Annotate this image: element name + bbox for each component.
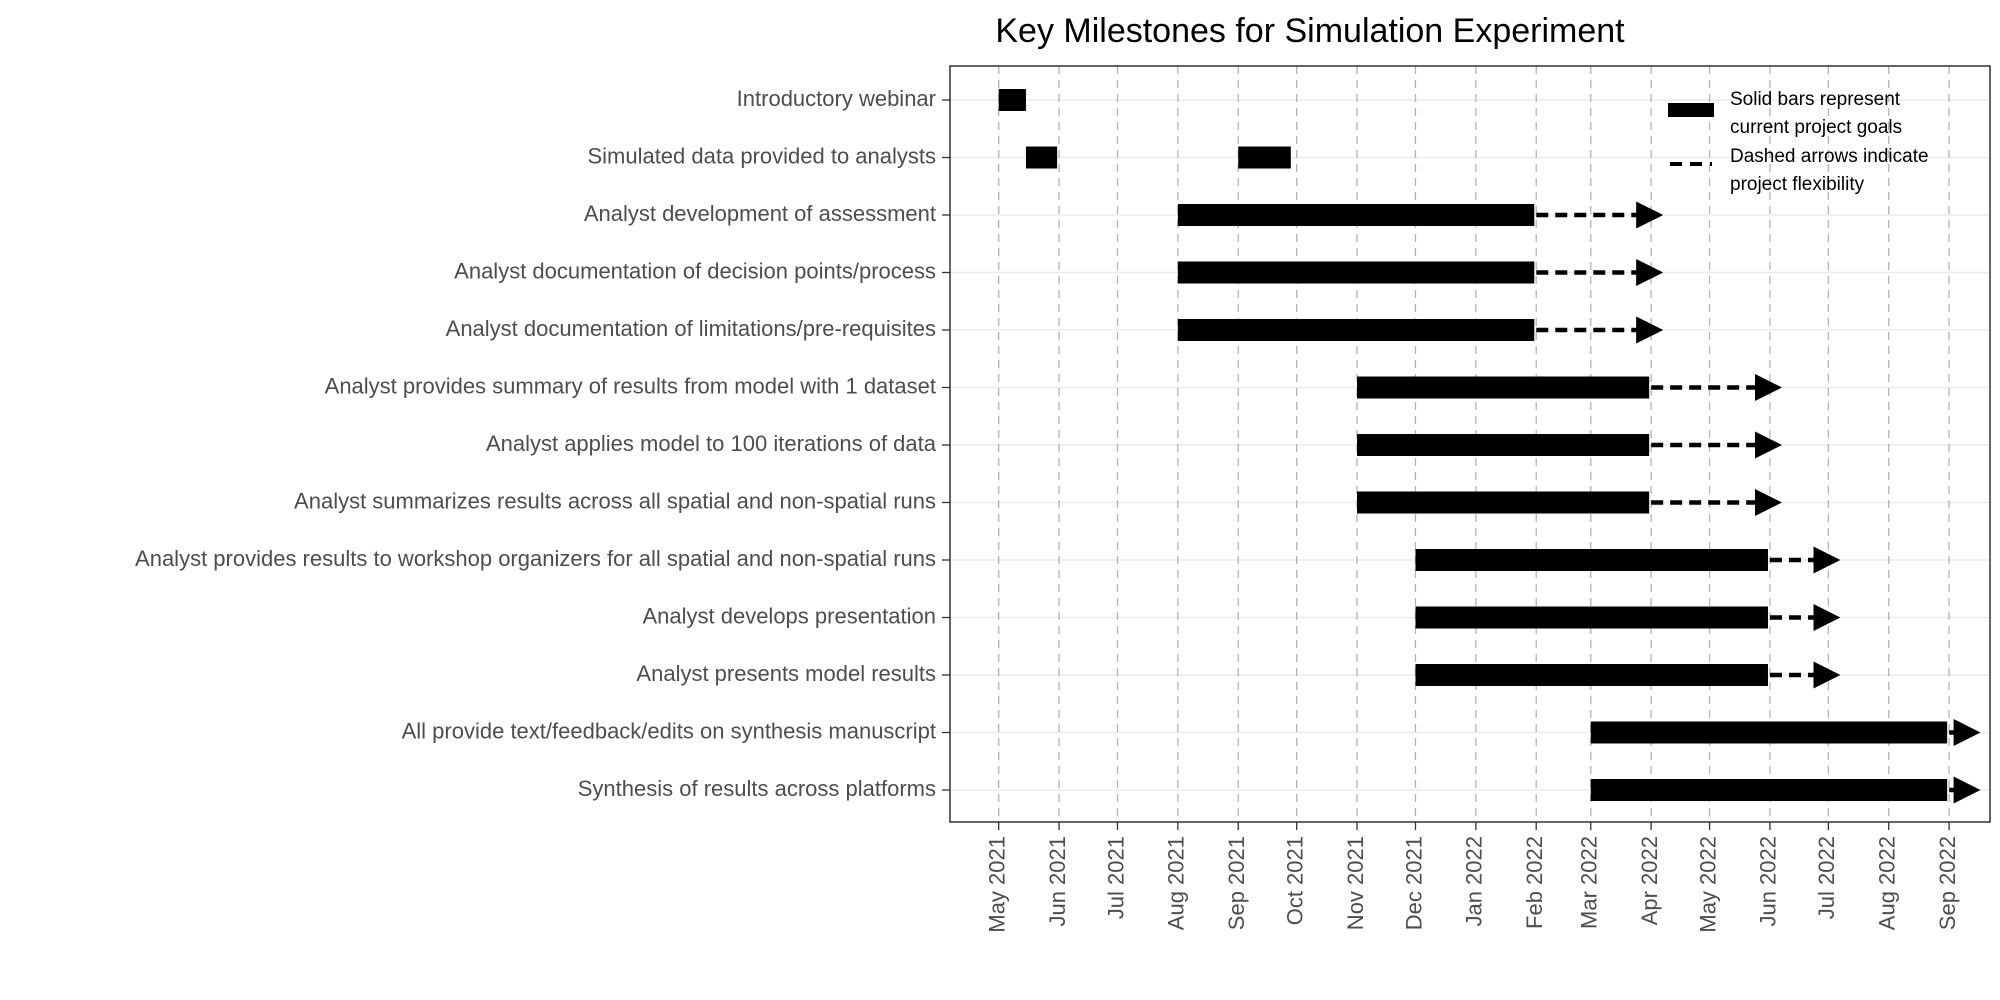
y-tick-label: Analyst presents model results [636,661,936,686]
gantt-bar [1025,146,1058,169]
legend-entry-label: Dashed arrows indicate project flexibilit… [1730,146,1929,195]
gantt-bar [998,89,1026,111]
x-tick-label: Nov 2021 [1343,836,1368,930]
gantt-bar [1415,664,1768,686]
x-tick-label: Dec 2021 [1401,836,1426,930]
x-tick-label: Apr 2022 [1637,836,1662,925]
legend-entry-line: current project goals [1730,117,1902,138]
x-tick-label: Jun 2021 [1045,836,1070,927]
x-tick-label: Sep 2022 [1935,836,1960,930]
x-tick-label: May 2022 [1695,836,1720,933]
legend-symbol-solid-bar [1668,103,1714,117]
gantt-bar [1238,146,1291,169]
gantt-bar [1357,491,1650,514]
x-tick-label: Jan 2022 [1462,836,1487,927]
y-tick-label: All provide text/feedback/edits on synth… [402,718,936,743]
y-tick-label: Introductory webinar [737,86,936,111]
x-tick-label: Jul 2021 [1103,836,1128,919]
gantt-bar [1590,779,1948,801]
x-tick-label: Aug 2022 [1875,836,1900,930]
y-tick-label: Analyst development of assessment [584,201,936,226]
y-tick-label: Analyst provides results to workshop org… [135,546,936,571]
y-tick-label: Synthesis of results across platforms [578,776,936,801]
x-tick-label: Sep 2021 [1224,836,1249,930]
y-tick-label: Analyst provides summary of results from… [325,373,936,398]
legend-entry-label: Solid bars represent current project goal… [1730,89,1902,138]
gantt-bar [1177,261,1535,284]
gantt-bar [1177,319,1535,341]
x-tick-label: Jul 2022 [1814,836,1839,919]
x-tick-label: Feb 2022 [1522,836,1547,929]
gantt-bar [1415,606,1768,629]
gantt-bar [1590,721,1948,744]
legend-entry-line: project flexibility [1730,174,1865,195]
gantt-bar [1357,376,1650,399]
x-tick-label: Oct 2021 [1282,836,1307,925]
y-tick-label: Analyst applies model to 100 iterations … [486,431,937,456]
y-tick-label: Analyst documentation of limitations/pre… [446,316,936,341]
x-tick-label: Jun 2022 [1756,836,1781,927]
x-tick-label: Mar 2022 [1577,836,1602,929]
gantt-bar [1357,434,1650,456]
y-tick-label: Analyst documentation of decision points… [454,258,936,283]
plot-border [949,65,1991,823]
y-tick-label: Simulated data provided to analysts [587,143,936,168]
legend-entry-line: Solid bars represent [1730,89,1901,110]
legend-entry-line: Dashed arrows indicate [1730,146,1929,167]
x-tick-label: Aug 2021 [1164,836,1189,930]
x-tick-label: May 2021 [985,836,1010,933]
gantt-bar [1177,204,1535,226]
y-tick-label: Analyst summarizes results across all sp… [294,488,936,513]
chart-title: Key Milestones for Simulation Experiment [995,12,1625,50]
gantt-bar [1415,549,1768,571]
y-tick-label: Analyst develops presentation [642,603,936,628]
